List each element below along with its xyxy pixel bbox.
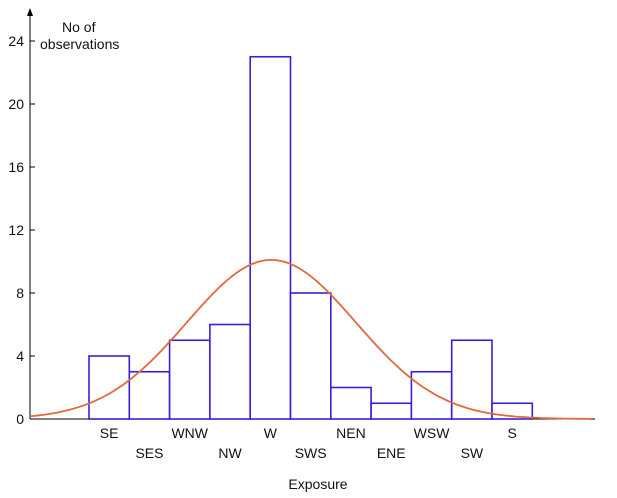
y-tick-label: 0 xyxy=(16,411,24,427)
x-axis-title: Exposure xyxy=(288,476,347,492)
bar-wsw xyxy=(410,370,453,420)
fit-curve-group xyxy=(29,258,591,420)
bars xyxy=(88,55,534,420)
category-label: NW xyxy=(218,445,242,461)
bar-w xyxy=(249,55,292,420)
category-label: SW xyxy=(461,445,484,461)
bar-nw xyxy=(209,323,251,420)
y-tick-label: 8 xyxy=(16,285,24,301)
bar-sw xyxy=(450,339,493,420)
category-label: SES xyxy=(135,445,163,461)
y-axis-arrow xyxy=(27,8,33,16)
y-axis-title-line2: observations xyxy=(40,36,119,52)
y-tick-label: 16 xyxy=(8,159,24,175)
bar-ene xyxy=(370,402,413,420)
y-tick-label: 20 xyxy=(8,96,24,112)
category-label: S xyxy=(507,425,516,441)
y-tick-label: 24 xyxy=(8,33,24,49)
y-tick-label: 4 xyxy=(16,348,24,364)
category-label: W xyxy=(264,425,278,441)
y-axis-title-line1: No of xyxy=(62,19,96,35)
y-axis: 0 4 8 12 16 20 24 xyxy=(8,8,35,427)
bar-wnw xyxy=(168,339,211,420)
normal-fit-curve xyxy=(29,258,591,420)
category-label: ENE xyxy=(377,445,406,461)
category-label: WNW xyxy=(171,425,208,441)
bar-ses xyxy=(128,370,171,420)
bar-sws xyxy=(289,292,332,420)
category-label: WSW xyxy=(414,425,451,441)
category-label: NEN xyxy=(336,425,366,441)
bar-nen xyxy=(329,386,372,420)
category-label: SE xyxy=(100,425,119,441)
y-tick-label: 12 xyxy=(8,222,24,238)
category-label: SWS xyxy=(295,445,327,461)
bar-se xyxy=(88,355,131,420)
